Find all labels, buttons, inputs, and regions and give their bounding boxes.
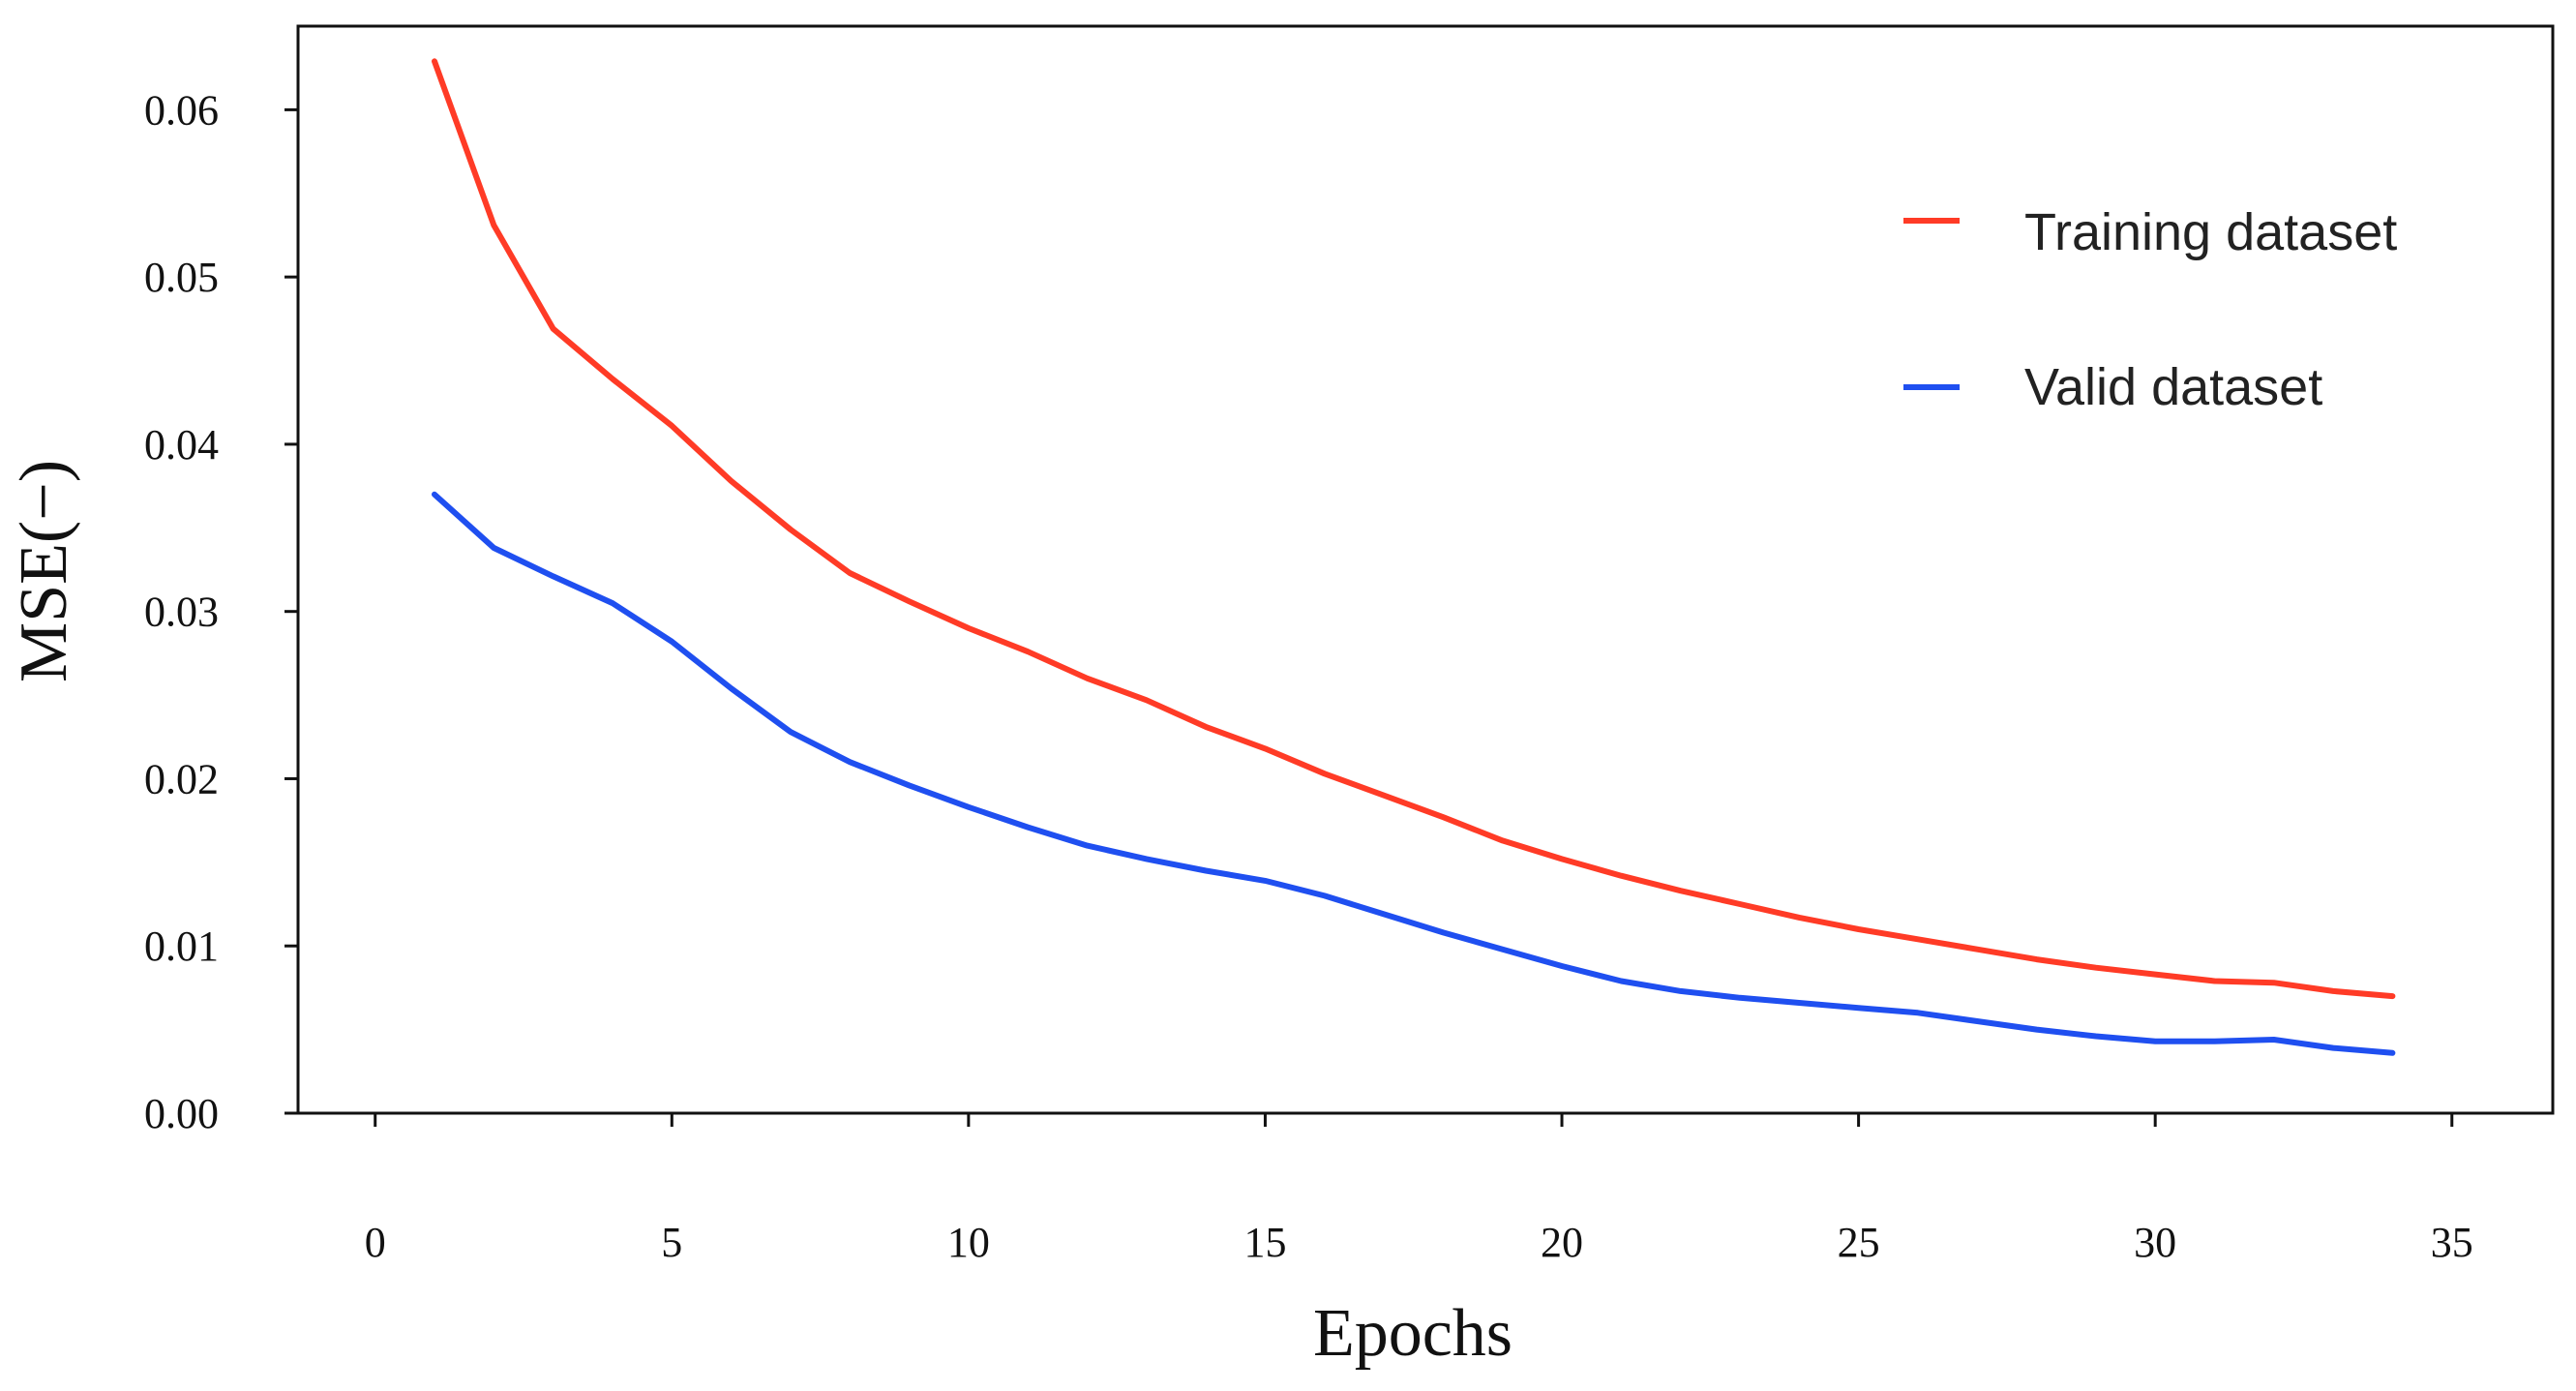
y-tick-label: 0.06 [144, 86, 219, 134]
y-tick-label: 0.00 [144, 1090, 219, 1137]
x-tick-label: 35 [2431, 1219, 2473, 1266]
series-line-valid [432, 491, 2396, 1056]
legend-label-valid: Valid dataset [2024, 358, 2322, 416]
x-tick-label: 15 [1243, 1219, 1286, 1266]
x-tick-label: 5 [661, 1219, 682, 1266]
x-axis-title: Epochs [1313, 1296, 1513, 1371]
x-tick-label: 0 [365, 1219, 386, 1266]
series-layer [432, 58, 2396, 1056]
y-axis-title: MSE(−) [7, 460, 81, 682]
x-tick-label: 20 [1541, 1219, 1583, 1266]
legend-label-training: Training dataset [2024, 203, 2397, 261]
plot-frame [296, 24, 2555, 1115]
legend: Training dataset Valid dataset [1903, 203, 2397, 416]
x-tick-label: 25 [1838, 1219, 1880, 1266]
ticks-layer: 0 5 10 15 20 25 30 35 0.00 0.01 0.02 0.03 0.04 0.05 0.… [144, 86, 2473, 1266]
series-line-training [432, 58, 2396, 1000]
y-tick-label: 0.04 [144, 421, 219, 469]
x-tick-label: 30 [2134, 1219, 2176, 1266]
y-tick-label: 0.03 [144, 589, 219, 636]
x-tick-label: 10 [947, 1219, 990, 1266]
y-tick-label: 0.01 [144, 922, 219, 970]
y-tick-label: 0.02 [144, 755, 219, 802]
y-tick-label: 0.05 [144, 254, 219, 301]
